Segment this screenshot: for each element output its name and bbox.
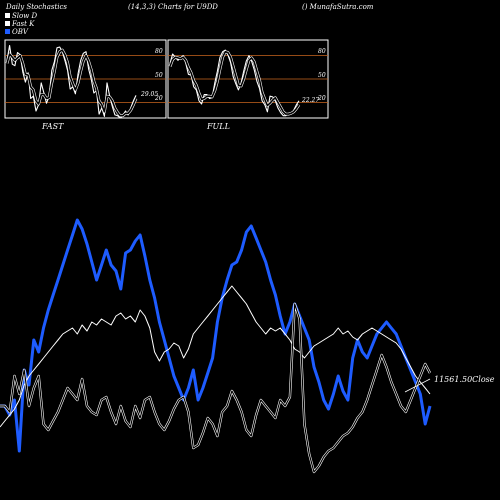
stoch-line-inner — [0, 303, 431, 473]
header-right: () MunafaSutra.com — [302, 3, 374, 11]
header-left: Daily Stochastics — [5, 3, 67, 11]
full-tick-20: 20 — [317, 95, 326, 102]
legend-swatch-obv — [5, 29, 10, 34]
legend-label-slow-d: Slow D — [12, 12, 37, 20]
full-panel-title: FULL — [206, 122, 230, 131]
full-tick-50: 50 — [318, 72, 326, 79]
full-slow-d-line-inner — [169, 50, 300, 115]
legend-label-obv: OBV — [12, 28, 29, 36]
fast-series-lines — [5, 44, 138, 119]
close-last-value: 11561.50Close — [434, 375, 495, 384]
fast-tick-20: 20 — [154, 95, 163, 102]
fast-tick-80: 80 — [155, 48, 163, 55]
full-stoch-panel: 80 50 20 22.27 FULL — [167, 39, 329, 131]
legend: Slow D Fast K OBV — [5, 12, 37, 36]
close-price-line — [0, 285, 431, 428]
fast-last-value: 29.05 — [140, 91, 158, 98]
close-pointer-line — [404, 378, 431, 393]
fast-tick-50: 50 — [155, 72, 163, 79]
full-last-value: 22.27 — [301, 97, 319, 104]
fast-panel-title: FAST — [41, 122, 64, 131]
header-middle: (14,3,3) Charts for U9DD — [128, 3, 218, 11]
fast-stoch-panel: 80 50 20 29.05 FAST — [4, 39, 167, 131]
main-chart-lines — [0, 218, 432, 474]
legend-swatch-slow-d — [5, 13, 10, 18]
legend-swatch-fast-k — [5, 21, 10, 26]
obv-line — [0, 218, 432, 453]
full-series-lines — [168, 49, 301, 117]
fast-slow-d-line-inner — [6, 49, 137, 117]
full-tick-80: 80 — [318, 48, 326, 55]
legend-label-fast-k: Fast K — [11, 20, 35, 28]
